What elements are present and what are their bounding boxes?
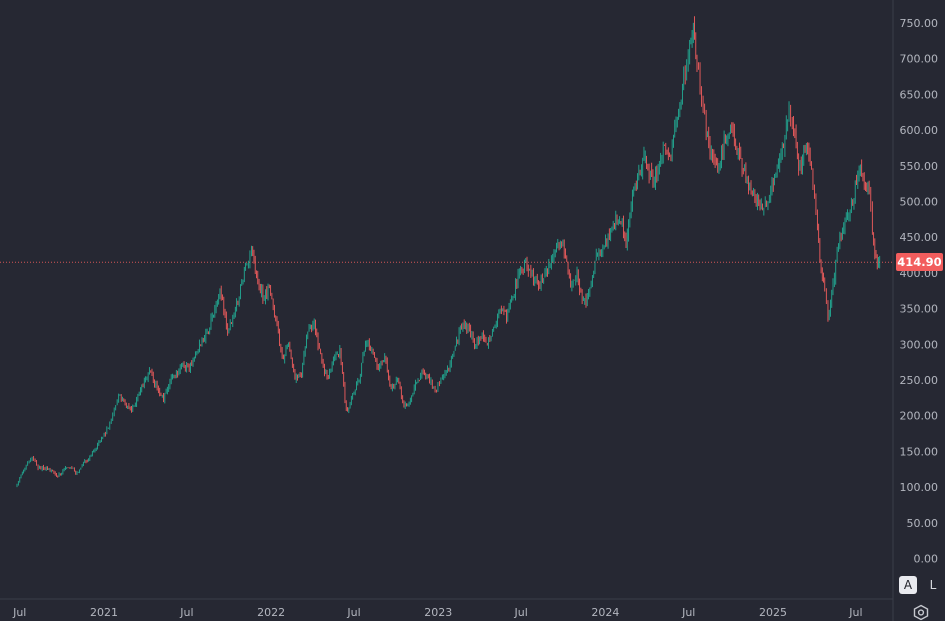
y-tick-label: 100.00 bbox=[900, 481, 939, 494]
y-tick-label: 600.00 bbox=[900, 124, 939, 137]
y-tick-label: 650.00 bbox=[900, 88, 939, 101]
y-tick-label: 450.00 bbox=[900, 231, 939, 244]
settings-icon[interactable] bbox=[912, 604, 930, 621]
x-tick-label: 2023 bbox=[424, 606, 452, 619]
last-price-badge: 414.90 bbox=[896, 253, 943, 272]
x-tick-label: Jul bbox=[848, 606, 862, 619]
y-tick-label: 300.00 bbox=[900, 338, 939, 351]
auto-scale-button[interactable]: A bbox=[899, 576, 917, 594]
y-tick-label: 350.00 bbox=[900, 303, 939, 316]
y-tick-label: 0.00 bbox=[914, 553, 939, 566]
x-tick-label: 2024 bbox=[591, 606, 619, 619]
x-tick-label: 2022 bbox=[257, 606, 285, 619]
x-tick-label: Jul bbox=[12, 606, 26, 619]
y-tick-label: 250.00 bbox=[900, 374, 939, 387]
y-tick-label: 700.00 bbox=[900, 53, 939, 66]
log-scale-button[interactable]: L bbox=[929, 578, 937, 592]
x-tick-label: Jul bbox=[179, 606, 193, 619]
x-tick-label: Jul bbox=[681, 606, 695, 619]
y-tick-label: 200.00 bbox=[900, 410, 939, 423]
y-tick-label: 550.00 bbox=[900, 160, 939, 173]
y-tick-label: 750.00 bbox=[900, 17, 939, 30]
y-tick-label: 150.00 bbox=[900, 445, 939, 458]
y-tick-label: 500.00 bbox=[900, 196, 939, 209]
x-tick-label: Jul bbox=[346, 606, 360, 619]
y-tick-label: 50.00 bbox=[907, 517, 939, 530]
x-tick-label: Jul bbox=[514, 606, 528, 619]
x-tick-label: 2025 bbox=[759, 606, 787, 619]
x-tick-label: 2021 bbox=[90, 606, 118, 619]
